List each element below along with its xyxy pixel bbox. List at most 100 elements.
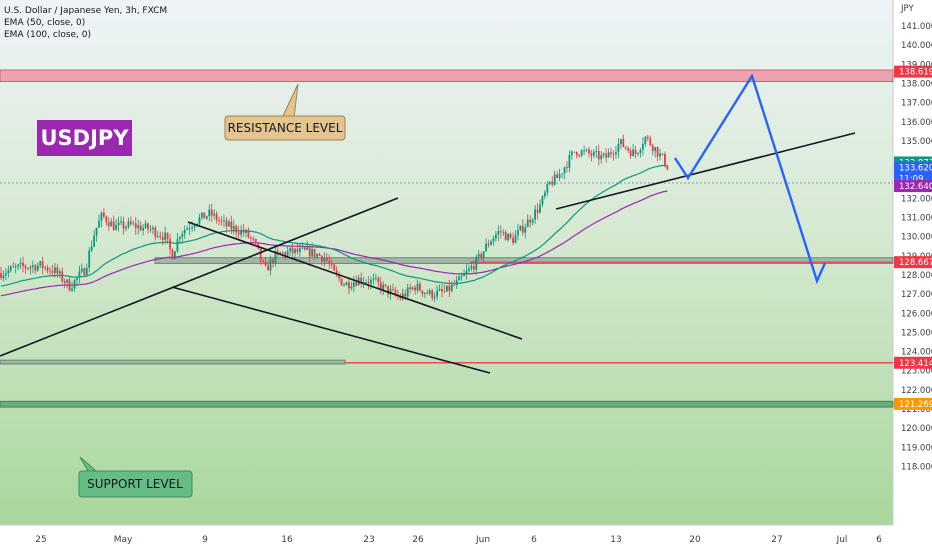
candle [267,261,269,271]
candle [597,144,600,166]
candle [409,283,412,294]
candle [553,170,556,186]
candle [245,228,247,238]
candle [178,235,181,244]
candle [112,215,115,231]
candle [531,217,534,226]
candle [232,219,235,235]
candle [482,251,485,262]
candle [169,234,171,256]
zone-support[interactable] [0,400,894,408]
ema-50-path [0,164,668,287]
candle [622,134,625,148]
y-tick-label: 122.000 [901,386,932,396]
candle [289,247,291,256]
forecast-path[interactable] [673,73,827,285]
candle [93,229,95,248]
candle [269,255,272,276]
candle [73,278,76,292]
candle [272,257,274,268]
candle [44,266,46,271]
zones-layer [0,69,894,408]
zone-resistance[interactable] [0,69,894,83]
price-badge: 123.414 [894,356,932,369]
symbol-badge: USDJPY [37,120,132,156]
candle [247,227,250,239]
candles-layer [0,134,669,302]
candle [446,285,448,293]
candle [31,260,34,273]
candle [499,225,502,239]
trendline-rising[interactable] [0,197,399,357]
svg-text:11:09: 11:09 [899,174,924,184]
candle [264,257,267,267]
candle [39,260,42,268]
candle [227,219,230,227]
candle [664,151,666,168]
candle [350,281,353,291]
resistance-callout[interactable]: RESISTANCE LEVEL [224,83,346,141]
x-tick-label: 27 [771,535,782,545]
candle [237,226,240,240]
candle [619,138,622,150]
candle [34,263,37,275]
support-callout[interactable]: SUPPORT LEVEL [78,456,193,498]
y-tick-label: 131.000 [901,214,932,224]
candle [450,281,453,293]
candle [519,225,522,232]
x-tick-label: 26 [412,535,424,545]
candle [120,216,122,226]
time-axis[interactable]: 25 May 9 16 23 26 Jun 6 13 20 27 Jul 6 [35,535,882,545]
zone-support-lower[interactable] [0,359,346,365]
candle [458,274,461,281]
ema-100-legend: EMA (100, close, 0) [4,30,91,40]
trendline-wedge-lower[interactable] [171,286,491,374]
candle [568,150,571,173]
candle [208,204,211,222]
candle [546,181,549,197]
candle [644,135,647,147]
candle [223,214,225,228]
candle [144,220,147,229]
candle [262,259,265,264]
candle [299,242,301,257]
candle [377,276,380,289]
candle [240,225,242,239]
candle [142,223,144,236]
candle [392,283,394,292]
price-axis-panel [893,0,932,550]
trendline-support-rising[interactable] [555,132,856,210]
candle [36,262,39,272]
candle [220,216,223,226]
candle [134,216,137,235]
candle [602,152,605,159]
candle [453,279,456,287]
candle [590,149,593,162]
candle [352,276,355,293]
candle [419,281,421,292]
candle [274,247,277,267]
y-tick-label: 140.000 [901,41,932,51]
candle [333,263,336,271]
candle [171,248,174,260]
zone-mid-support[interactable] [154,257,894,264]
candle [78,265,81,284]
candle [465,264,468,280]
trendline-wedge-upper[interactable] [187,221,523,340]
candle [308,245,311,263]
candle [201,212,203,221]
candle [563,166,566,180]
candle [556,171,559,179]
candle [105,215,108,227]
candle [460,272,463,281]
candle [607,148,610,158]
candle [335,266,338,278]
symbol-label: USDJPY [40,126,129,150]
candle [340,277,343,286]
candle [205,215,208,221]
candle [406,283,409,299]
candle [367,276,370,290]
candle [348,276,350,295]
